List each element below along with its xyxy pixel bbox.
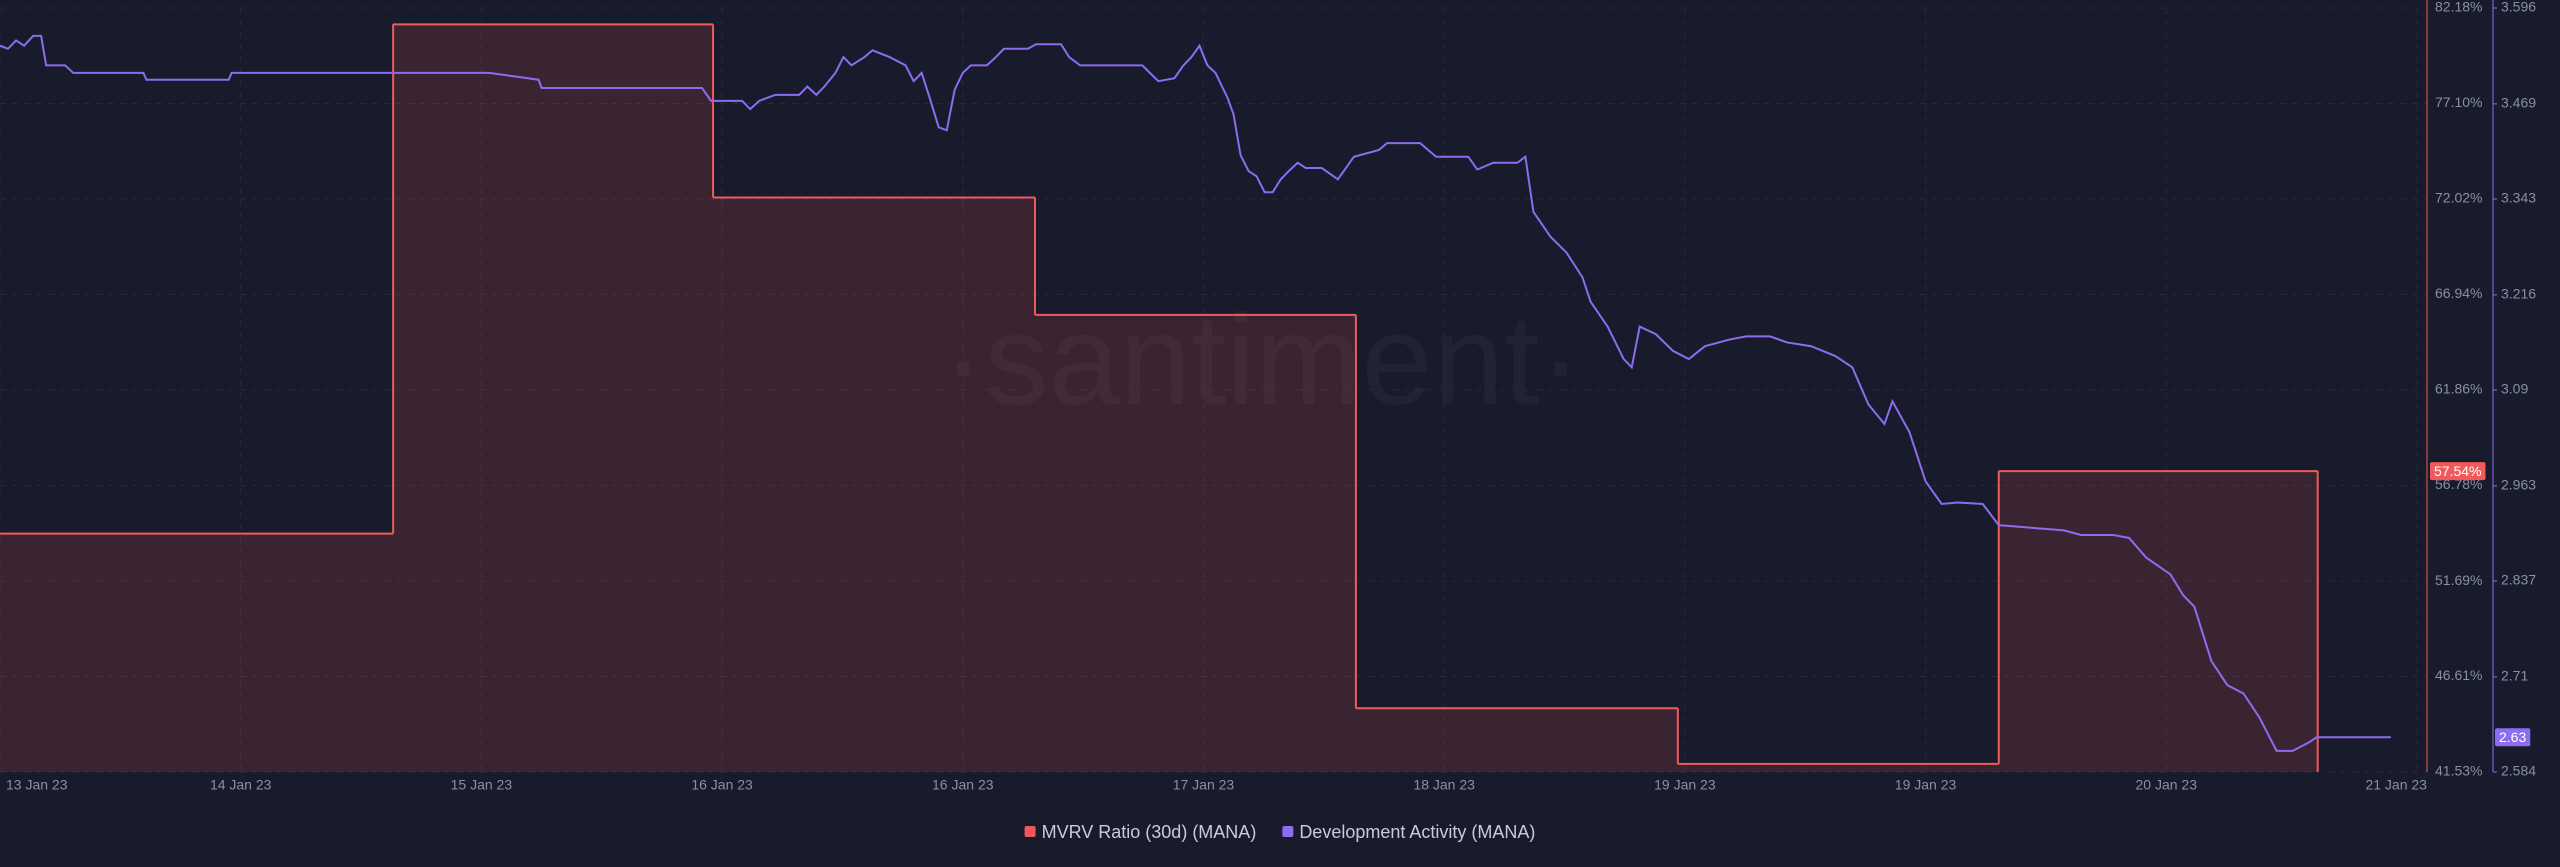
y2-tick-label: 2.963 (2501, 477, 2536, 493)
line (0, 34, 2391, 752)
x-tick-label: 17 Jan 23 (1173, 777, 1235, 793)
value-badge (2495, 728, 2531, 747)
legend-swatch (1024, 826, 1036, 837)
y-tick-label: 82.18% (2435, 0, 2482, 15)
x-tick-label: 16 Jan 23 (691, 777, 753, 793)
y-tick-label: 77.10% (2435, 94, 2482, 110)
y-tick-label: 41.53% (2435, 763, 2482, 779)
y-tick-label: 51.69% (2435, 572, 2482, 588)
y2-tick-label: 2.837 (2501, 572, 2536, 588)
x-tick-label: 13 Jan 23 (6, 777, 68, 793)
x-tick-label: 14 Jan 23 (210, 777, 272, 793)
x-tick-label: 18 Jan 23 (1413, 777, 1475, 793)
legend-swatch (1282, 826, 1294, 837)
x-tick-label: 21 Jan 23 (2365, 777, 2427, 793)
y2-tick-label: 3.343 (2501, 190, 2536, 206)
y2-tick-label: 2.71 (2501, 668, 2528, 684)
x-tick-label: 15 Jan 23 (451, 777, 513, 793)
area-step (1355, 708, 1678, 772)
y-tick-label: 46.61% (2435, 667, 2482, 683)
value-label: 57.54% (2434, 463, 2481, 479)
y2-tick-label: 2.584 (2501, 763, 2536, 779)
area-step (1677, 763, 1999, 772)
y2-tick-label: 3.09 (2501, 381, 2528, 397)
y-tick-label: 66.94% (2435, 285, 2482, 301)
area-step (1998, 471, 2318, 772)
x-tick-label: 19 Jan 23 (1654, 777, 1716, 793)
area-step (713, 197, 1035, 772)
y-tick-label: 61.86% (2435, 381, 2482, 397)
area-step (1034, 314, 1356, 772)
y-tick-label: 72.02% (2435, 190, 2482, 206)
y2-tick-label: 3.469 (2501, 95, 2536, 111)
y2-tick-label: 3.596 (2501, 0, 2536, 15)
x-tick-label: 20 Jan 23 (2135, 777, 2197, 793)
area-step (393, 24, 714, 772)
legend-label: Development Activity (MANA) (1299, 822, 1535, 842)
legend-label: MVRV Ratio (30d) (MANA) (1042, 822, 1257, 842)
x-tick-label: 19 Jan 23 (1895, 777, 1957, 793)
value-label: 2.63 (2499, 729, 2526, 745)
area-step (0, 533, 394, 772)
y2-tick-label: 3.216 (2501, 286, 2536, 302)
x-tick-label: 16 Jan 23 (932, 777, 994, 793)
value-badge (2430, 462, 2486, 481)
